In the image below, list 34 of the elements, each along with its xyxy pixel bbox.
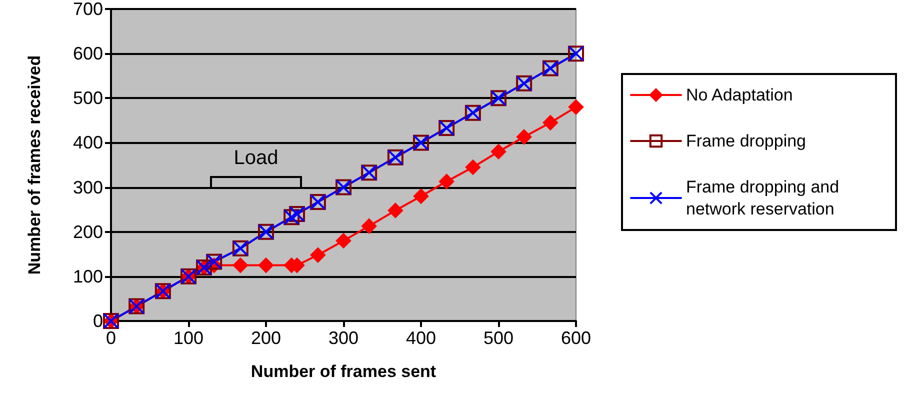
x-tick-label: 100 (173, 328, 204, 348)
point (336, 233, 351, 248)
legend-label: No Adaptation (686, 86, 793, 104)
point (439, 174, 454, 189)
x-tick-label: 300 (328, 328, 359, 348)
y-tick-label: 100 (72, 266, 103, 286)
x-tick-label: 0 (106, 328, 116, 348)
y-tick-label: 400 (72, 132, 103, 153)
x-tick-label: 400 (406, 328, 436, 348)
point (491, 144, 506, 160)
y-axis-title: Number of frames received (25, 55, 44, 275)
point (516, 129, 532, 144)
point (258, 258, 274, 273)
y-tick-label: 600 (72, 44, 103, 64)
y-tick-label: 500 (72, 88, 103, 108)
point (568, 100, 584, 115)
legend-label: Frame dropping (686, 132, 806, 150)
y-tick-label: 200 (72, 222, 103, 242)
point (465, 160, 480, 175)
annotation: Load (234, 147, 278, 170)
point (388, 202, 403, 218)
y-tick-label: 300 (72, 177, 103, 198)
point (310, 248, 326, 263)
y-tick-label: 0 (92, 311, 103, 331)
x-tick-label: 500 (483, 328, 514, 348)
point (542, 115, 558, 130)
x-tick-label: 200 (250, 328, 282, 348)
x-tick-label: 600 (560, 328, 592, 348)
point (414, 188, 428, 204)
legend-label: Frame dropping and network reservation (686, 178, 844, 218)
x-axis-title: Number of frames sent (250, 362, 436, 381)
point (362, 218, 377, 234)
y-tick-label: 700 (72, 0, 103, 19)
point (232, 258, 248, 273)
